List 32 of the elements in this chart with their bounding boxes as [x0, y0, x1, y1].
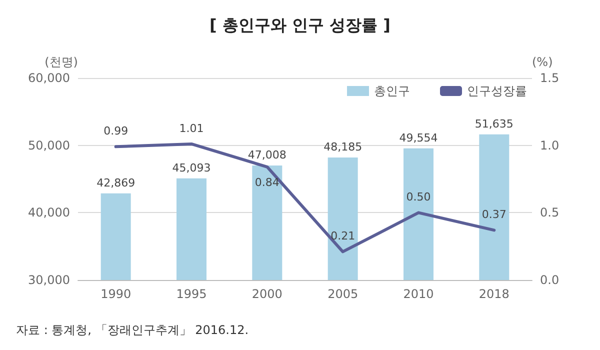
data-label: 47,008 — [248, 148, 286, 162]
data-label: 51,635 — [474, 117, 514, 130]
y2-tick-label: 0.0 — [540, 273, 560, 287]
y-tick-label: 40,000 — [28, 206, 70, 220]
data-label: 0.37 — [482, 208, 506, 222]
data-label: 45,093 — [172, 161, 211, 174]
y2-tick-label: 1.5 — [540, 71, 560, 85]
data-label: 1.01 — [179, 122, 204, 135]
y2-tick-label: 1.0 — [540, 138, 560, 152]
data-label: 42,869 — [96, 176, 136, 190]
x-tick-label: 1995 — [176, 287, 207, 301]
chart-title: [ 총인구와 인구 성장률 ] — [210, 16, 390, 34]
x-tick-label: 1990 — [100, 287, 132, 301]
y-tick-label: 60,000 — [28, 71, 70, 85]
data-label: 49,554 — [399, 131, 438, 144]
legend-label: 인구성장률 — [467, 84, 527, 98]
x-tick-label: 2000 — [252, 287, 282, 301]
data-label: 0.84 — [254, 176, 280, 189]
y2-tick-label: 0.5 — [540, 206, 560, 220]
data-label: 0.21 — [330, 230, 356, 243]
x-tick-label: 2010 — [403, 287, 434, 301]
data-label: 0.99 — [104, 124, 128, 138]
legend-label: 총인구 — [374, 84, 410, 98]
y-tick-label: 50,000 — [28, 138, 70, 152]
data-label: 0.50 — [406, 190, 431, 204]
y2-axis-title: (%) — [532, 55, 553, 69]
y-axis-title: (천명) — [44, 55, 78, 69]
y-tick-label: 30,000 — [28, 273, 70, 287]
x-tick-label: 2018 — [478, 287, 510, 301]
text: 자료 : 통계청, 「장래인구추계」 2016.12. — [16, 323, 249, 337]
x-tick-label: 2005 — [328, 287, 358, 301]
data-label: 48,185 — [324, 140, 362, 154]
